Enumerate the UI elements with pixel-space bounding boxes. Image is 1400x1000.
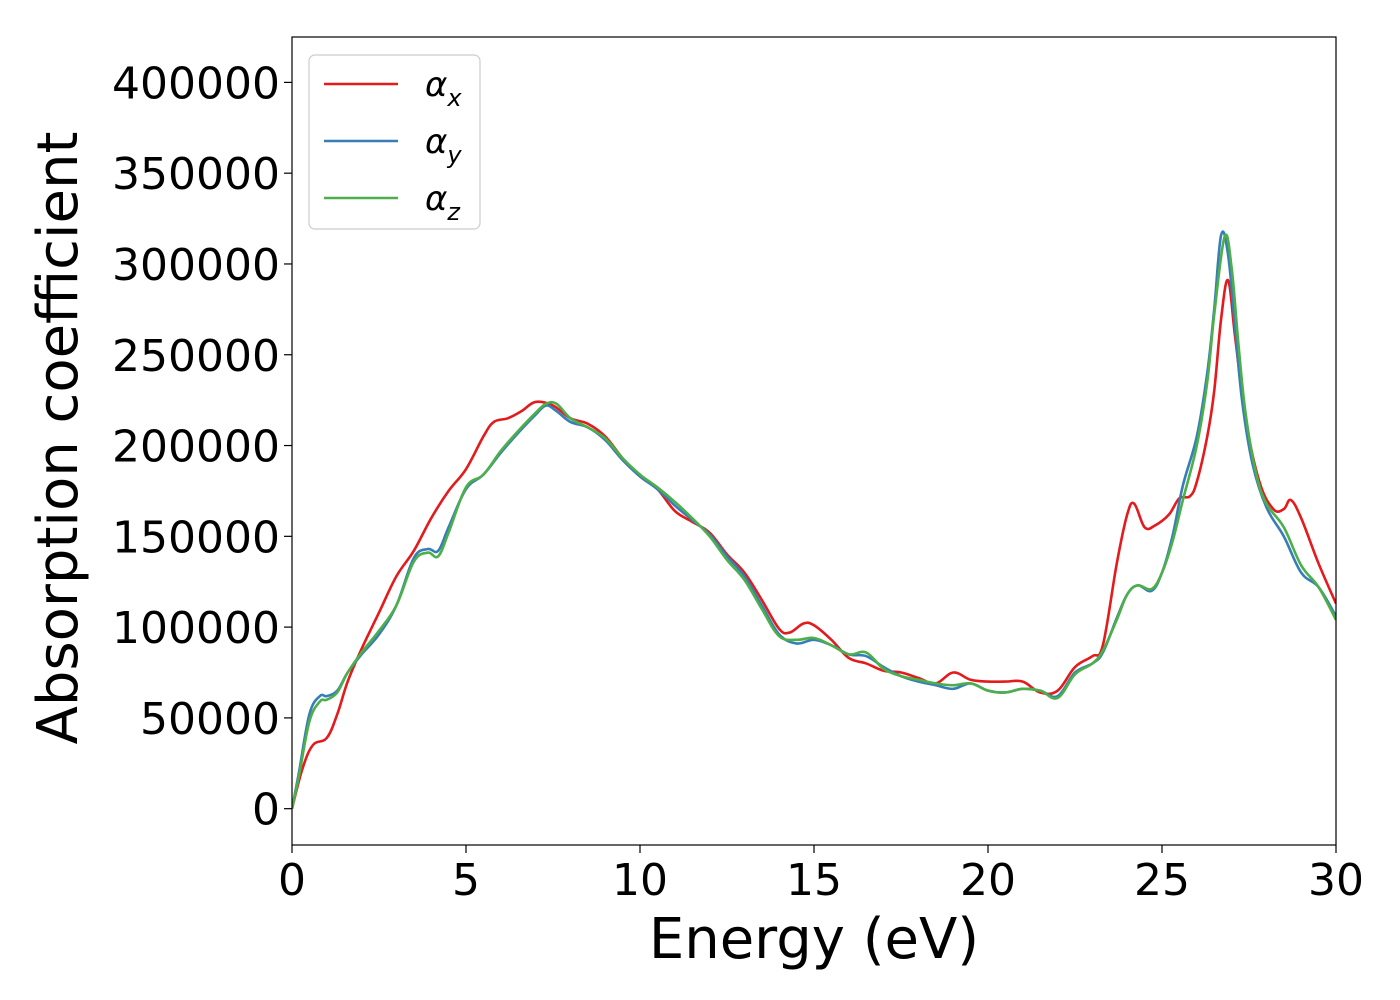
series-line-alpha-z	[292, 233, 1336, 809]
y-axis-label: Absorption coefficient	[26, 132, 91, 745]
y-tick-label: 150000	[112, 512, 280, 563]
series-line-alpha-y	[292, 230, 1336, 809]
y-tick-label: 50000	[140, 694, 280, 745]
x-tick-label: 10	[612, 855, 668, 906]
x-axis-label: Energy (eV)	[649, 907, 979, 972]
y-tick-label: 400000	[112, 58, 280, 109]
x-tick-label: 15	[786, 855, 842, 906]
y-tick-label: 100000	[112, 603, 280, 654]
y-tick-label: 0	[252, 785, 280, 836]
y-tick-label: 250000	[112, 331, 280, 382]
y-tick-label: 300000	[112, 240, 280, 291]
y-tick-label: 200000	[112, 422, 280, 473]
series-layer	[292, 230, 1336, 810]
x-tick-label: 30	[1308, 855, 1364, 906]
x-tick-label: 20	[960, 855, 1016, 906]
series-line-alpha-x	[292, 278, 1336, 810]
x-tick-label: 25	[1134, 855, 1190, 906]
x-tick-label: 0	[278, 855, 306, 906]
x-tick-label: 5	[452, 855, 480, 906]
ticks-layer: 0 5 10 15 20 25 30 0 50000 100000 150000 200000 2500…	[112, 58, 1364, 906]
y-tick-label: 350000	[112, 149, 280, 200]
